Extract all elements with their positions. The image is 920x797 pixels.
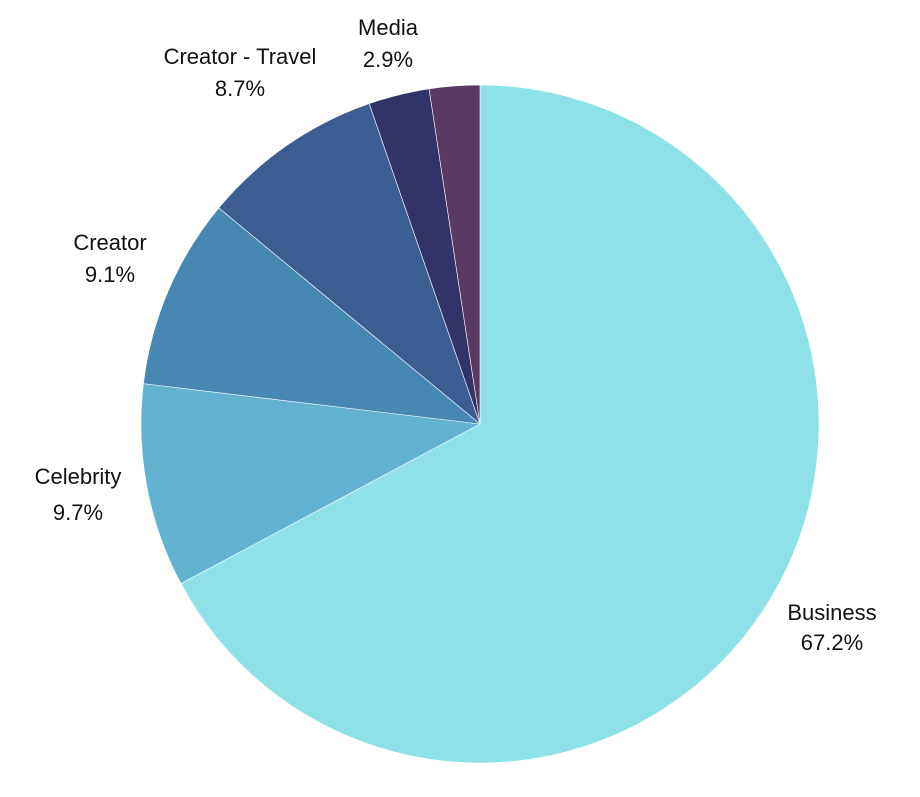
slice-name-label: Media <box>358 15 419 40</box>
slice-percent-label: 9.1% <box>85 262 135 287</box>
slice-percent-label: 2.9% <box>363 47 413 72</box>
slice-name-label: Business <box>787 600 876 625</box>
slice-percent-label: 9.7% <box>53 500 103 525</box>
slice-percent-label: 67.2% <box>801 630 863 655</box>
pie-slice-creator-travel <box>218 103 481 425</box>
pie-slice-celebrity <box>140 383 481 584</box>
slice-name-label: Celebrity <box>35 464 122 489</box>
pie-slice-business <box>180 84 820 764</box>
slice-percent-label: 8.7% <box>215 76 265 101</box>
slice-name-label: Creator - Travel <box>164 44 317 69</box>
pie-slice-creator <box>143 207 481 425</box>
pie-slice-other <box>428 84 481 425</box>
slice-name-label: Creator <box>73 230 146 255</box>
